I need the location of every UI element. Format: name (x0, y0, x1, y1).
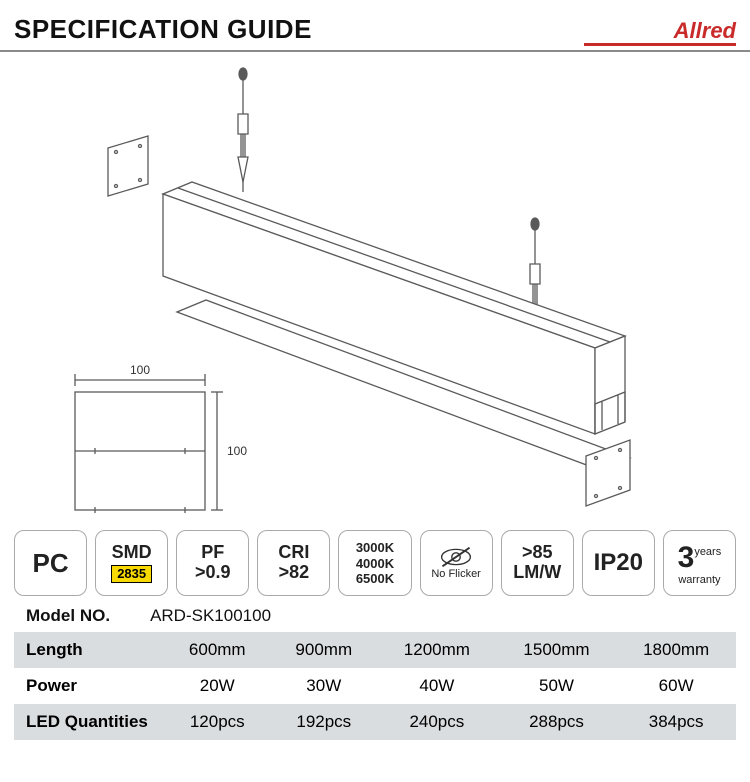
brand-underline (584, 43, 674, 46)
cell: 384pcs (616, 704, 736, 740)
cell: 288pcs (497, 704, 617, 740)
badge-lmw: >85 LM/W (501, 530, 574, 596)
cell: 1800mm (616, 632, 736, 668)
model-label: Model NO. (26, 606, 110, 626)
badge-pf: PF >0.9 (176, 530, 249, 596)
brand-logo: Allred (674, 19, 736, 46)
cell: 60W (616, 668, 736, 704)
cell: 240pcs (377, 704, 497, 740)
badge-pc: PC (14, 530, 87, 596)
no-flicker-icon (439, 546, 473, 568)
cell: 50W (497, 668, 617, 704)
badge-smd: SMD 2835 (95, 530, 168, 596)
row-label: LED Quantities (14, 704, 164, 740)
cell: 192pcs (271, 704, 378, 740)
spec-badges: PC SMD 2835 PF >0.9 CRI >82 3000K 4000K … (0, 530, 750, 596)
table-row: Length600mm900mm1200mm1500mm1800mm (14, 632, 736, 668)
badge-ip: IP20 (582, 530, 655, 596)
model-value: ARD-SK100100 (150, 606, 271, 626)
cell: 120pcs (164, 704, 271, 740)
brand-wrap: Allred (584, 19, 736, 46)
cell: 30W (271, 668, 378, 704)
cell: 40W (377, 668, 497, 704)
badge-cri: CRI >82 (257, 530, 330, 596)
badge-noflicker: No Flicker (420, 530, 493, 596)
cell: 600mm (164, 632, 271, 668)
header: SPECIFICATION GUIDE Allred (0, 0, 750, 52)
product-diagram: 100 100 (0, 52, 750, 528)
spec-table: Length600mm900mm1200mm1500mm1800mmPower2… (14, 632, 736, 740)
dim-height: 100 (227, 444, 247, 458)
table-row: LED Quantities120pcs192pcs240pcs288pcs38… (14, 704, 736, 740)
badge-cct: 3000K 4000K 6500K (338, 530, 411, 596)
badge-warranty: 3years warranty (663, 530, 736, 596)
row-label: Power (14, 668, 164, 704)
page-title: SPECIFICATION GUIDE (14, 14, 312, 45)
cell: 1200mm (377, 632, 497, 668)
model-row: Model NO. ARD-SK100100 (0, 596, 750, 632)
cell: 20W (164, 668, 271, 704)
dim-width: 100 (130, 363, 150, 377)
cell: 1500mm (497, 632, 617, 668)
table-row: Power20W30W40W50W60W (14, 668, 736, 704)
cell: 900mm (271, 632, 378, 668)
row-label: Length (14, 632, 164, 668)
